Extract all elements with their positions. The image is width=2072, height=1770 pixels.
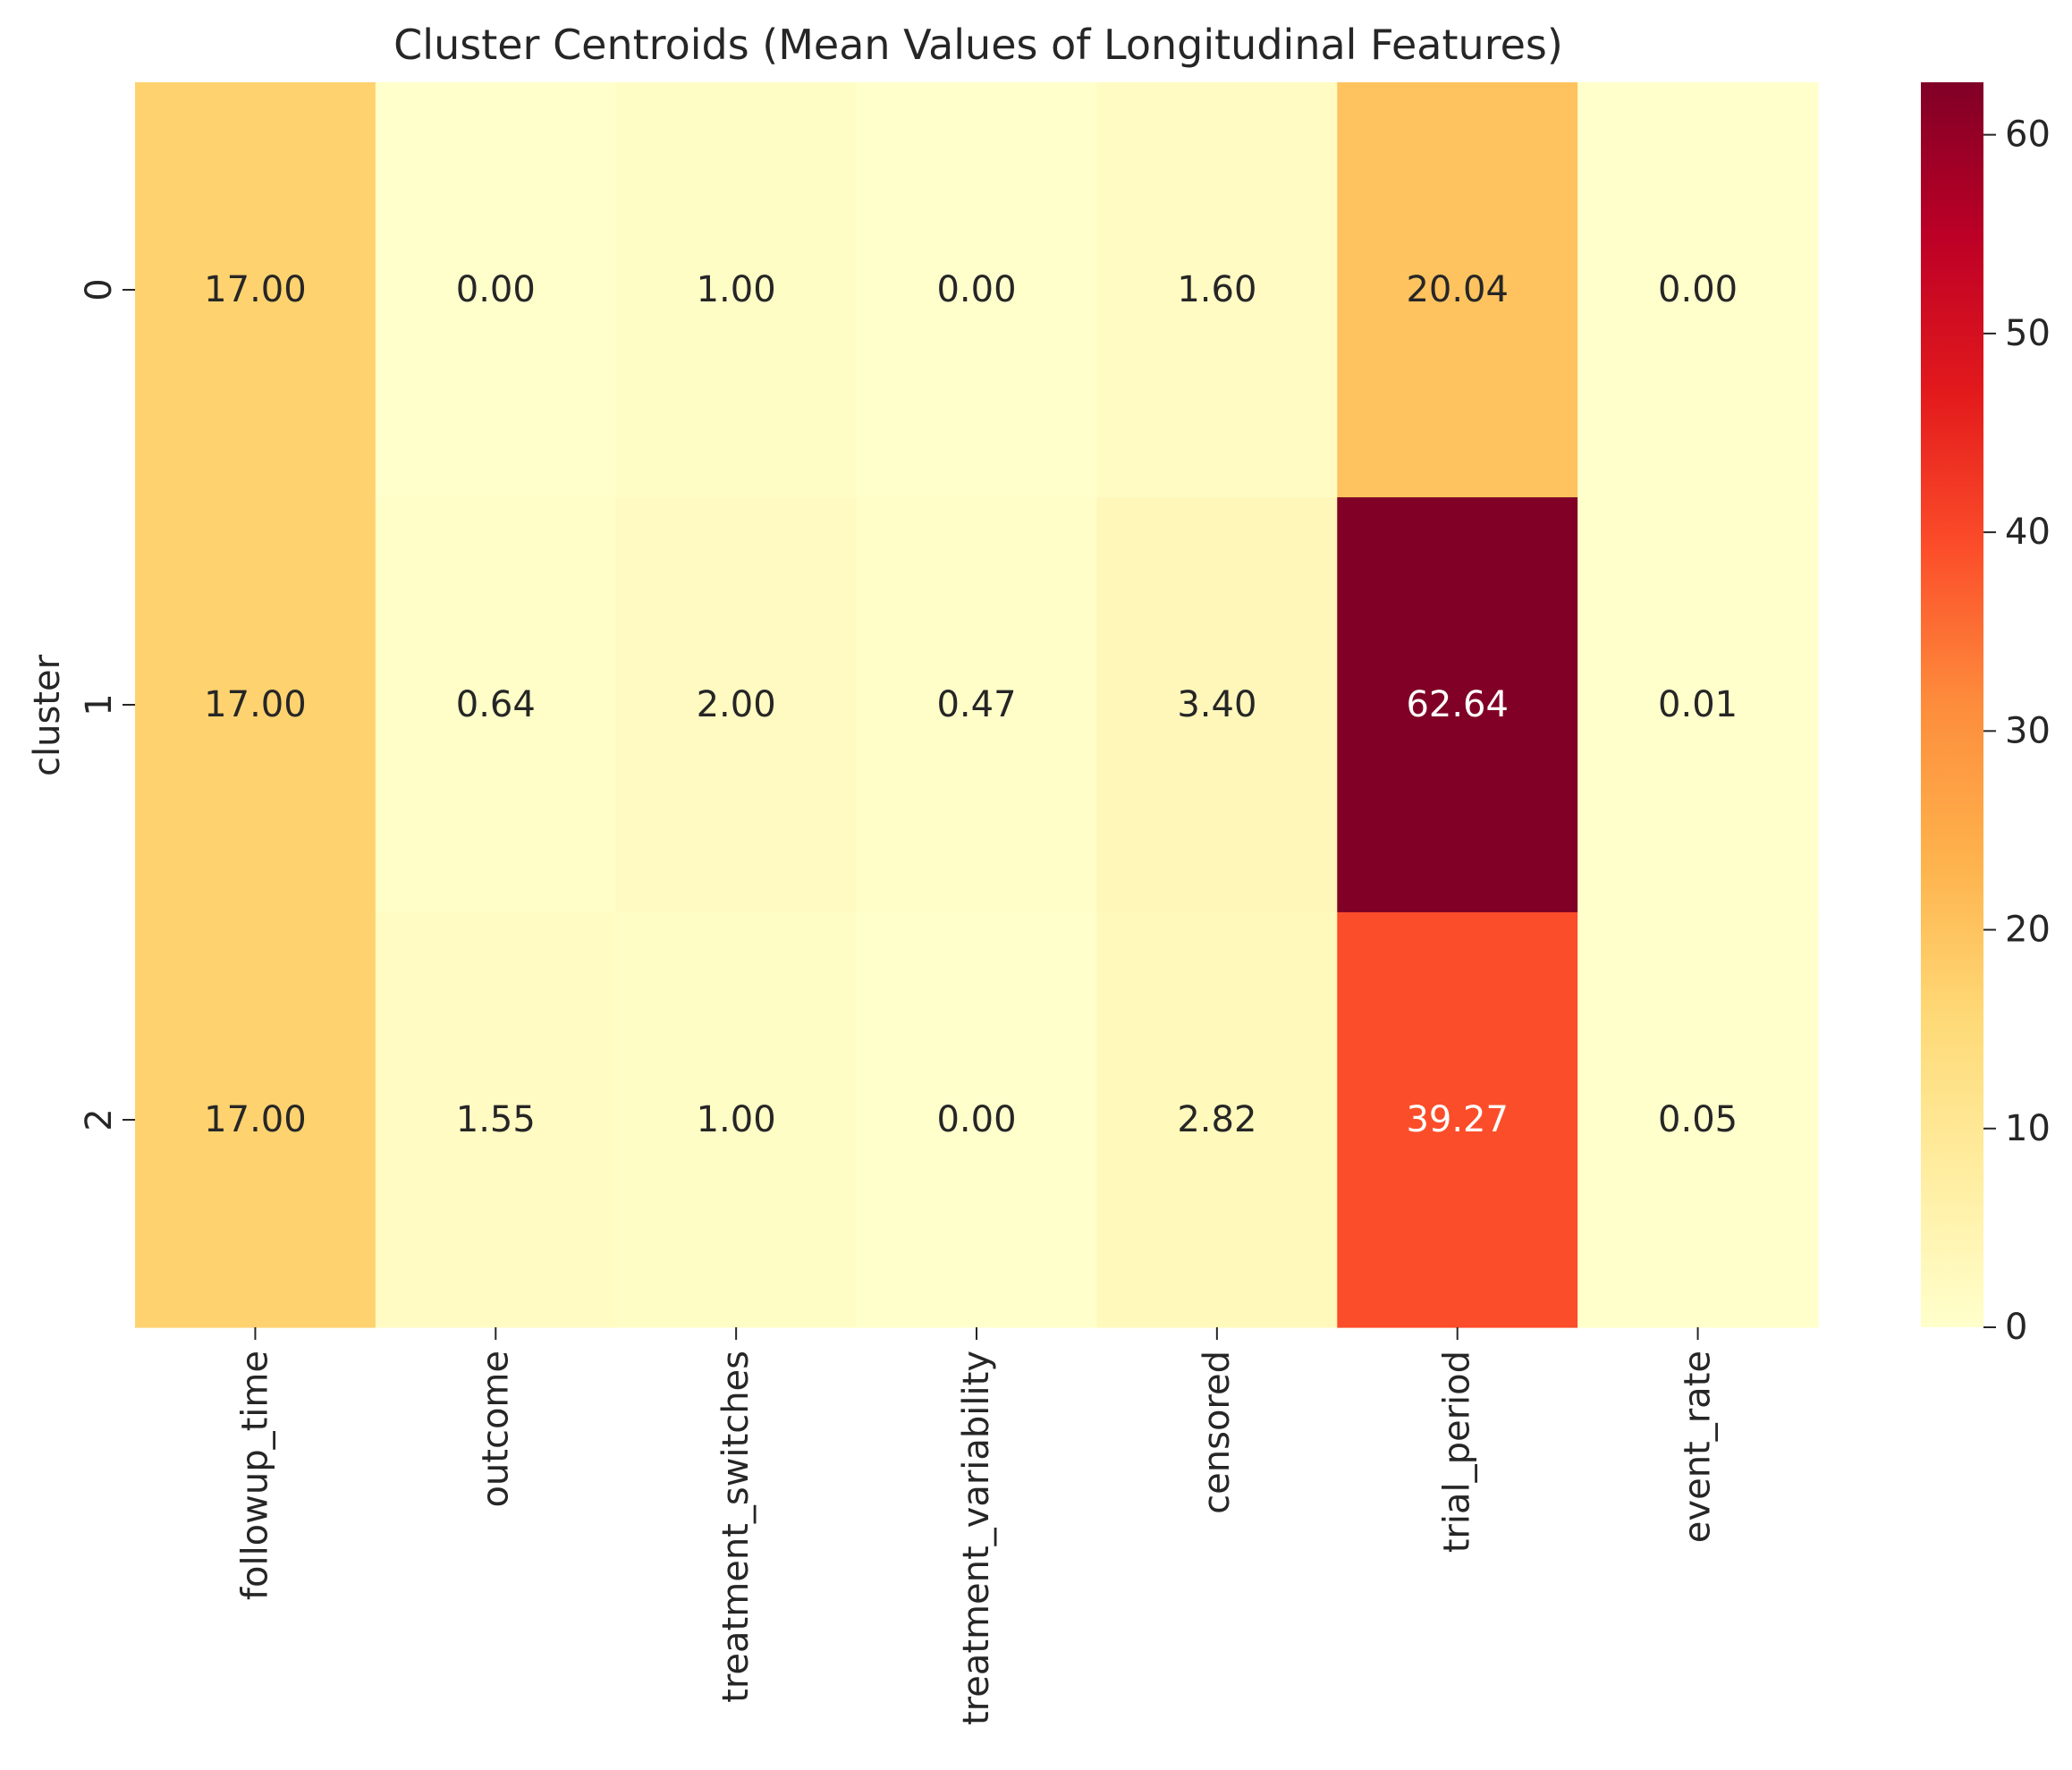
heatmap-cell-r0-c2 (615, 82, 858, 498)
cell-label-r0-c5: 20.04 (1406, 269, 1509, 310)
cell-label-r2-c1: 1.55 (456, 1099, 536, 1140)
cell-label-r1-c4: 3.40 (1177, 684, 1256, 725)
heatmap-cell-r2-c5 (1337, 912, 1578, 1328)
heatmap-cell-r1-c5 (1337, 497, 1578, 913)
cell-label-r1-c2: 2.00 (697, 684, 776, 725)
cell-label-r2-c6: 0.05 (1658, 1099, 1738, 1140)
cell-label-r0-c4: 1.60 (1177, 269, 1256, 310)
cell-label-r0-c3: 0.00 (936, 269, 1016, 310)
heatmap-cell-r1-c4 (1096, 497, 1338, 913)
cell-label-r2-c4: 2.82 (1177, 1099, 1256, 1140)
colorbar-tick-label-1: 10 (2005, 1108, 2051, 1149)
x-tick-label-6: event_rate (1678, 1351, 1719, 1543)
cell-label-r0-c1: 0.00 (456, 269, 536, 310)
cell-label-r2-c5: 39.27 (1406, 1099, 1509, 1140)
x-tick-label-0: followup_time (234, 1351, 275, 1600)
cell-label-r2-c0: 17.00 (204, 1099, 307, 1140)
x-tick-label-5: trial_period (1437, 1351, 1478, 1553)
heatmap-cell-r2-c1 (375, 912, 617, 1328)
cell-label-r0-c6: 0.00 (1658, 269, 1738, 310)
heatmap-cell-r0-c6 (1577, 82, 1819, 498)
cell-label-r0-c0: 17.00 (204, 269, 307, 310)
x-axis: followup_time outcome treatment_switches tr… (234, 1327, 1719, 1725)
cell-label-r2-c2: 1.00 (697, 1099, 776, 1140)
colorbar-tick-label-5: 50 (2005, 313, 2051, 354)
heatmap-cell-r2-c4 (1096, 912, 1338, 1328)
colorbar-tick-label-2: 20 (2005, 910, 2051, 951)
cell-label-r1-c0: 17.00 (204, 684, 307, 725)
heatmap-cell-r0-c1 (375, 82, 617, 498)
colorbar: 0 10 20 30 40 50 60 (1921, 82, 2051, 1348)
heatmap-cell-r0-c4 (1096, 82, 1338, 498)
y-axis: 0 1 2 (79, 278, 135, 1131)
heatmap-cell-r2-c6 (1577, 912, 1819, 1328)
heatmap-cell-r0-c3 (856, 82, 1098, 498)
colorbar-gradient (1921, 82, 1983, 1327)
heatmap-cell-r2-c0 (135, 912, 376, 1328)
heatmap-cell-r1-c3 (856, 497, 1098, 913)
colorbar-tick-label-0: 0 (2005, 1307, 2027, 1348)
heatmap-cell-r1-c2 (615, 497, 858, 913)
heatmap-cell-r2-c2 (615, 912, 858, 1328)
colorbar-tick-label-4: 40 (2005, 512, 2051, 553)
x-tick-label-1: outcome (475, 1351, 516, 1508)
y-tick-label-1: 1 (79, 693, 120, 716)
y-tick-label-2: 2 (79, 1108, 120, 1131)
x-tick-label-2: treatment_switches (715, 1351, 757, 1703)
heatmap-cell-r1-c6 (1577, 497, 1819, 913)
y-tick-label-0: 0 (79, 278, 120, 301)
heatmap-cell-r2-c3 (856, 912, 1098, 1328)
cell-labels-layer: 17.00 0.00 1.00 0.00 1.60 20.04 0.00 17.00 0.64 2… (204, 269, 1738, 1140)
cells-layer (135, 82, 1819, 1328)
cell-label-r1-c1: 0.64 (456, 684, 536, 725)
heatmap-cell-r0-c5 (1337, 82, 1578, 498)
colorbar-tick-label-6: 60 (2005, 114, 2051, 156)
colorbar-tick-label-3: 30 (2005, 710, 2051, 751)
x-tick-label-3: treatment_variability (956, 1351, 997, 1725)
cell-label-r1-c5: 62.64 (1406, 684, 1509, 725)
y-axis-label: cluster (27, 654, 68, 776)
cell-label-r1-c6: 0.01 (1658, 684, 1738, 725)
heatmap-cell-r1-c0 (135, 497, 376, 913)
chart-title: Cluster Centroids (Mean Values of Longit… (393, 21, 1563, 69)
cell-label-r2-c3: 0.00 (936, 1099, 1016, 1140)
x-tick-label-4: censored (1197, 1351, 1238, 1514)
heatmap-cell-r0-c0 (135, 82, 376, 498)
cell-label-r0-c2: 1.00 (697, 269, 776, 310)
cell-label-r1-c3: 0.47 (936, 684, 1016, 725)
heatmap-cell-r1-c1 (375, 497, 617, 913)
